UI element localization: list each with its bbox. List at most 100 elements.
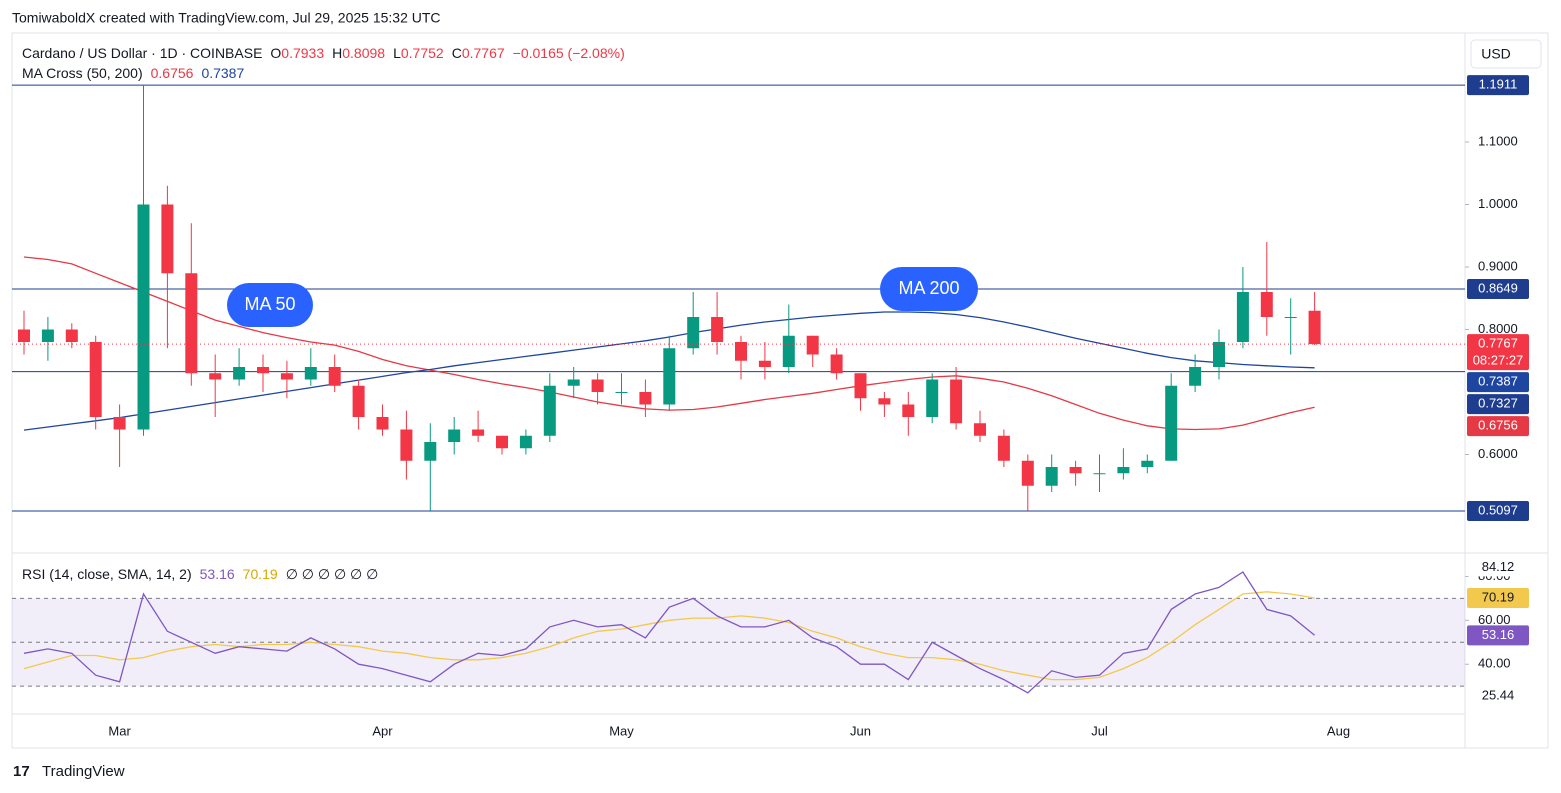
candle-body: [639, 392, 652, 405]
currency[interactable]: USD: [1481, 46, 1511, 62]
annotation: MA 50: [244, 294, 295, 314]
candle-body: [974, 423, 986, 436]
rsi-badge-label: 70.19: [1482, 589, 1515, 604]
x-tick-label: Jul: [1091, 723, 1108, 738]
ohlc-key: C: [452, 45, 462, 61]
price-badge: [1467, 500, 1529, 521]
credit: TomiwaboldX created with TradingView.com…: [12, 10, 441, 26]
x-tick-label: Jun: [850, 723, 871, 738]
ohlc-key: L: [393, 45, 401, 61]
candle-body: [615, 392, 628, 393]
legend-ma: MA Cross (50, 200) 0.6756 0.7387: [22, 65, 244, 81]
currency-box[interactable]: [1470, 39, 1542, 69]
candle-body: [1117, 467, 1130, 474]
symbol: Cardano / US Dollar · 1D · COINBASE: [22, 45, 262, 61]
candle-body: [424, 442, 437, 461]
candle-body: [735, 342, 747, 361]
candle-body: [806, 335, 819, 355]
candle-body: [1045, 467, 1058, 486]
candle-body: [328, 367, 341, 386]
candle-body: [1069, 467, 1082, 474]
y-tick-label: 0.9000: [1478, 258, 1518, 273]
price-badge-label: 0.5097: [1478, 502, 1518, 517]
candle-body: [18, 329, 30, 342]
price-badge: [1467, 372, 1529, 393]
y-tick-label: 60.00: [1478, 612, 1511, 627]
price-badge-label: 0.8649: [1478, 280, 1518, 295]
candle-body: [1236, 292, 1249, 342]
candle-body: [448, 429, 461, 442]
candle-body: [1189, 367, 1202, 386]
candle-body: [1308, 310, 1321, 345]
annotation-bubble: [227, 283, 313, 327]
x-tick-label: Apr: [372, 723, 393, 738]
candle-body: [1141, 460, 1154, 467]
rsi-badge-label: 53.16: [1482, 627, 1515, 642]
candle-body: [997, 435, 1010, 461]
price-badge: [1467, 394, 1529, 415]
frame: [11, 32, 1549, 749]
candle-body: [496, 435, 508, 449]
ma-value: 0.6756: [151, 65, 194, 81]
candle-body: [543, 385, 556, 436]
annotation: MA 200: [898, 278, 959, 298]
candle-body: [663, 348, 676, 405]
ohlc-value: 0.8098: [342, 45, 385, 61]
candle-body: [161, 204, 174, 274]
plot: 1.1000 1.0000 0.9000 0.8000 0.6000 Mar Apr May J…: [12, 75, 1529, 738]
rsi-badge: [1467, 558, 1529, 577]
ohlc-key: H: [332, 45, 342, 61]
y-tick-label: 1.1000: [1478, 133, 1518, 148]
candle-body: [137, 204, 150, 430]
price-badge-label: 0.7767: [1478, 336, 1518, 351]
candle-body: [1165, 385, 1178, 461]
candle-body: [352, 385, 365, 417]
price-badge: [1467, 334, 1529, 371]
candle-body: [185, 273, 198, 374]
y-tick-label: 0.6000: [1478, 446, 1518, 461]
candle-body: [304, 367, 317, 380]
indicator: MA Cross (50, 200): [22, 65, 143, 81]
candle-body: [1213, 342, 1225, 367]
sma-value: 70.19: [243, 566, 278, 582]
candle-body: [209, 373, 222, 380]
candle-body: [400, 429, 413, 461]
rsi-badge-label: 84.12: [1482, 559, 1515, 574]
candle-body: [950, 379, 963, 424]
candle-body: [376, 417, 389, 430]
brand[interactable]: TradingView: [42, 763, 125, 780]
candle-body: [65, 329, 78, 342]
rsi-badge-label: 25.44: [1482, 688, 1515, 703]
ohlc-key: O: [270, 45, 281, 61]
price-badge: [1467, 278, 1529, 299]
candle-body: [1021, 460, 1034, 486]
ohlc-value: 0.7752: [401, 45, 444, 61]
annotation-bubble: [880, 267, 978, 311]
change: −0.0165 (−2.08%): [513, 45, 625, 61]
price-badge-label: 0.6756: [1478, 418, 1518, 433]
x-tick-label: Aug: [1327, 723, 1350, 738]
candle-body: [89, 342, 102, 417]
candle-body: [1260, 292, 1273, 317]
price-badge: [1467, 75, 1529, 96]
price-badge-label: 1.1911: [1479, 77, 1518, 92]
candle-body: [1284, 317, 1297, 318]
candle-body: [257, 367, 269, 374]
rsi-badge: [1467, 687, 1529, 706]
x-tick-label: Mar: [108, 723, 131, 738]
candle-body: [878, 398, 891, 405]
candle-body: [758, 360, 771, 367]
candle-body: [519, 435, 532, 449]
logo-mark: 17: [13, 763, 30, 780]
y-tick-label: 0.8000: [1478, 321, 1518, 336]
candle-body: [567, 379, 580, 386]
candle-body: [591, 379, 604, 392]
rsi-badge: [1467, 625, 1529, 646]
candle-body: [782, 335, 795, 367]
countdown: 08:27:27: [1473, 353, 1524, 368]
ohlc-value: 0.7767: [462, 45, 505, 61]
candle-body: [41, 329, 54, 342]
candle-body: [854, 373, 867, 399]
rsi-line: [23, 571, 1316, 694]
